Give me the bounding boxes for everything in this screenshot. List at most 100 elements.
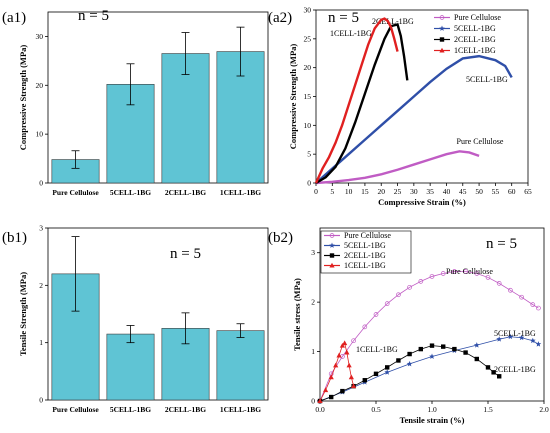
- series-0-point-12: [452, 269, 457, 274]
- y-tick-label-2: 10: [304, 121, 312, 130]
- x-tick-label-1: 0.5: [371, 405, 381, 414]
- y-tick-label-3: 15: [304, 92, 312, 101]
- x-tick-label-4: 2.0: [539, 405, 549, 414]
- y-tick-label-1: 1: [39, 338, 43, 347]
- legend-marker-0: [329, 233, 335, 238]
- x-tick-label-10: 50: [475, 187, 483, 196]
- series-1-point-9: [507, 333, 514, 340]
- y-tick-label-0: 0: [39, 179, 43, 188]
- legend-marker-2: [329, 253, 335, 258]
- y-tick-label-3: 3: [39, 224, 43, 233]
- legend-marker-3: [329, 262, 335, 268]
- series-2-point-11: [441, 344, 446, 349]
- series-line-1: [315, 54, 513, 184]
- series-0-point-17: [508, 287, 513, 293]
- x-tick-label-1: 5: [330, 187, 334, 196]
- series-annotation-1: 5CELL-1BG: [494, 329, 536, 338]
- legend-marker-2: [439, 37, 445, 42]
- legend-entry-1: 5CELL-1BG: [454, 24, 496, 33]
- y-tick-label-2: 2: [39, 281, 43, 290]
- x-tick-label-0: Pure Cellulose: [52, 405, 99, 414]
- x-tick-label-8: 40: [443, 187, 451, 196]
- y-axis-label: Compressive Strength (MPa): [18, 45, 28, 151]
- panel-a2: 0 5 10 15 20 25 30 35 40 45 50 55 60 65 0 5 10 15 20 25 30 Pu…: [268, 6, 532, 208]
- series-3-point-4: [336, 352, 342, 358]
- y-tick-label-3: 30: [36, 32, 44, 41]
- x-tick-label-0: 0: [314, 187, 318, 196]
- bar-2: [161, 53, 210, 184]
- series-line-2: [315, 22, 409, 185]
- series-line-0: [319, 271, 539, 402]
- x-tick-label-3: 1CELL-1BG: [220, 405, 261, 414]
- x-tick-label-5: 25: [394, 187, 402, 196]
- x-axis-label: Tensile strain (%): [400, 415, 465, 425]
- x-tick-label-3: 15: [361, 187, 369, 196]
- y-tick-label-4: 20: [304, 63, 312, 72]
- bar-3: [216, 330, 265, 401]
- legend-entry-3: 1CELL-1BG: [454, 46, 496, 55]
- x-tick-label-2: 2CELL-1BG: [165, 188, 206, 197]
- series-1-point-10: [518, 334, 525, 341]
- y-tick-label-1: 10: [36, 130, 44, 139]
- y-tick-label-1: 5: [307, 150, 311, 159]
- x-tick-label-11: 55: [492, 187, 500, 196]
- series-3-point-10: [351, 383, 357, 389]
- legend-marker-3: [439, 47, 445, 53]
- series-0-point-18: [519, 294, 524, 300]
- legend-entry-0: Pure Cellulose: [454, 13, 501, 22]
- y-tick-label-0: 0: [39, 396, 43, 405]
- y-axis-label: Compressive Strength (MPa): [288, 44, 298, 150]
- series-annotation-3: 1CELL-1BG: [356, 345, 398, 354]
- panel-b1: Pure Cellulose 5CELL-1BG 2CELL-1BG 1CELL-1B…: [2, 224, 269, 414]
- series-0-point-4: [362, 324, 368, 330]
- series-3-point-1: [323, 387, 329, 393]
- x-tick-label-12: 60: [508, 187, 516, 196]
- series-0-point-15: [485, 275, 491, 280]
- series-0-point-13: [463, 269, 468, 274]
- n-label: n = 5: [486, 236, 517, 252]
- series-2-point-10: [429, 343, 435, 348]
- legend-entry-0: Pure Cellulose: [344, 231, 391, 240]
- n-label: n = 5: [78, 8, 109, 24]
- x-tick-label-3: 1.5: [483, 405, 493, 414]
- series-2-point-2: [340, 388, 345, 394]
- y-axis-label: Tensile stress (MPa): [292, 278, 302, 351]
- plot-frame: [47, 227, 269, 401]
- y-axis-label: Tensile Strength (MPa): [18, 272, 28, 356]
- x-tick-label-4: 20: [377, 187, 385, 196]
- x-tick-label-0: 0.0: [315, 405, 325, 414]
- series-annotation-3: 1CELL-1BG: [330, 29, 372, 38]
- x-tick-label-0: Pure Cellulose: [52, 188, 99, 197]
- series-annotation-0: Pure Cellulose: [457, 137, 504, 146]
- y-tick-label-1: 1: [311, 347, 315, 356]
- legend-entry-1: 5CELL-1BG: [344, 241, 386, 250]
- series-2-point-8: [407, 351, 412, 357]
- series-3-point-8: [346, 362, 352, 368]
- series-2-point-16: [491, 370, 496, 375]
- n-label: n = 5: [170, 246, 201, 262]
- y-tick-label-2: 2: [311, 298, 315, 307]
- series-2-point-12: [452, 346, 457, 352]
- series-0-point-10: [429, 274, 435, 279]
- series-0-point-8: [407, 284, 412, 290]
- legend-marker-1: [329, 242, 335, 248]
- y-tick-label-0: 0: [311, 397, 315, 406]
- series-3-point-6: [342, 340, 348, 346]
- x-tick-label-3: 1CELL-1BG: [220, 188, 261, 197]
- panel-a1: Pure Cellulose 5CELL-1BG 2CELL-1BG 1CELL-1B…: [2, 8, 269, 197]
- series-annotation-0: Pure Cellulose: [446, 267, 493, 276]
- x-tick-label-13: 65: [524, 187, 532, 196]
- series-1-point-7: [473, 342, 480, 348]
- legend-entry-2: 2CELL-1BG: [454, 35, 496, 44]
- x-tick-label-7: 35: [426, 187, 434, 196]
- x-tick-label-2: 1.0: [427, 405, 437, 414]
- series-0-point-20: [536, 305, 541, 311]
- series-annotation-2: 2CELL-1BG: [372, 17, 414, 26]
- series-0-point-14: [474, 271, 480, 276]
- x-tick-label-2: 2CELL-1BG: [165, 405, 206, 414]
- series-1-point-11: [529, 337, 536, 344]
- n-label: n = 5: [328, 10, 359, 26]
- series-2-point-14: [474, 356, 479, 362]
- series-3-point-5: [339, 342, 345, 348]
